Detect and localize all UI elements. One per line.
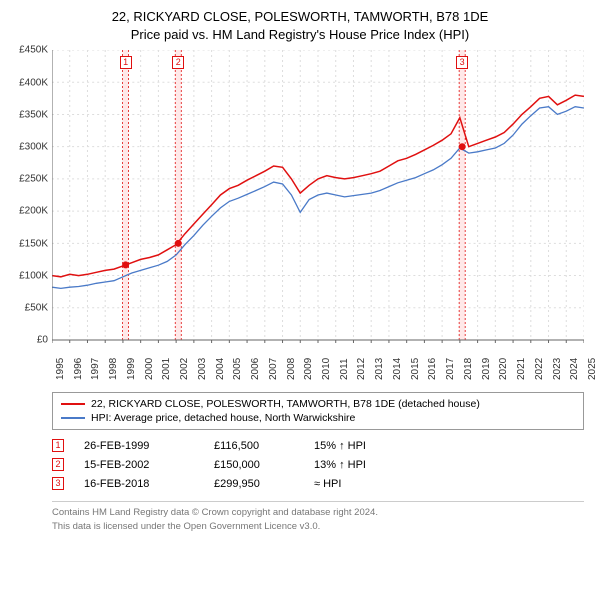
x-tick-label: 1997	[90, 358, 101, 380]
legend-label: 22, RICKYARD CLOSE, POLESWORTH, TAMWORTH…	[91, 398, 480, 410]
transaction-marker: 3	[456, 56, 468, 69]
x-tick-label: 2024	[569, 358, 580, 380]
title-line1: 22, RICKYARD CLOSE, POLESWORTH, TAMWORTH…	[8, 8, 592, 26]
x-tick-label: 2016	[427, 358, 438, 380]
legend: 22, RICKYARD CLOSE, POLESWORTH, TAMWORTH…	[52, 392, 584, 430]
x-tick-label: 2015	[410, 358, 421, 380]
x-tick-label: 2001	[161, 358, 172, 380]
y-tick-label: £50K	[25, 303, 48, 314]
y-tick-label: £200K	[19, 206, 48, 217]
y-tick-label: £300K	[19, 142, 48, 153]
x-tick-label: 1995	[55, 358, 66, 380]
x-tick-label: 2017	[445, 358, 456, 380]
transaction-marker-ref: 1	[52, 439, 64, 452]
x-tick-label: 2020	[498, 358, 509, 380]
legend-item: HPI: Average price, detached house, Nort…	[61, 411, 575, 425]
y-tick-label: £450K	[19, 45, 48, 56]
legend-swatch	[61, 417, 85, 419]
chart-area: £0£50K£100K£150K£200K£250K£300K£350K£400…	[52, 50, 584, 380]
y-axis-labels: £0£50K£100K£150K£200K£250K£300K£350K£400…	[8, 50, 50, 340]
y-tick-label: £100K	[19, 270, 48, 281]
footer-line1: Contains HM Land Registry data © Crown c…	[52, 506, 584, 519]
x-tick-label: 2025	[587, 358, 598, 380]
x-tick-label: 2011	[339, 359, 350, 381]
x-tick-label: 2014	[392, 358, 403, 380]
x-tick-label: 2023	[552, 358, 563, 380]
x-tick-label: 2018	[463, 358, 474, 380]
transaction-row: 2 15-FEB-2002 £150,000 13% ↑ HPI	[52, 455, 584, 474]
y-tick-label: £400K	[19, 77, 48, 88]
x-tick-label: 2019	[481, 358, 492, 380]
transaction-marker: 1	[120, 56, 132, 69]
title-line2: Price paid vs. HM Land Registry's House …	[8, 26, 592, 44]
transaction-row: 3 16-FEB-2018 £299,950 ≈ HPI	[52, 474, 584, 493]
x-tick-label: 2012	[356, 358, 367, 380]
footer: Contains HM Land Registry data © Crown c…	[52, 501, 584, 533]
chart-title: 22, RICKYARD CLOSE, POLESWORTH, TAMWORTH…	[8, 8, 592, 44]
x-tick-label: 2022	[534, 358, 545, 380]
x-tick-label: 2010	[321, 358, 332, 380]
x-tick-label: 2002	[179, 358, 190, 380]
x-axis-labels: 1995 1996 1997 1998 1999 2000 2001 2002 2003 2004…	[52, 346, 584, 386]
transaction-table: 1 26-FEB-1999 £116,500 15% ↑ HPI 2 15-FEB-200…	[52, 436, 584, 493]
transaction-marker-ref: 2	[52, 458, 64, 471]
x-tick-label: 2003	[197, 358, 208, 380]
x-tick-label: 2013	[374, 358, 385, 380]
transaction-marker-ref: 3	[52, 477, 64, 490]
x-tick-label: 2006	[250, 358, 261, 380]
transaction-date: 15-FEB-2002	[84, 459, 194, 471]
transaction-delta: ≈ HPI	[314, 478, 414, 490]
legend-item: 22, RICKYARD CLOSE, POLESWORTH, TAMWORTH…	[61, 397, 575, 411]
transaction-date: 16-FEB-2018	[84, 478, 194, 490]
x-tick-label: 2000	[144, 358, 155, 380]
footer-line2: This data is licensed under the Open Gov…	[52, 520, 584, 533]
legend-label: HPI: Average price, detached house, Nort…	[91, 412, 355, 424]
x-tick-label: 1999	[126, 358, 137, 380]
y-tick-label: £250K	[19, 174, 48, 185]
x-tick-label: 2004	[215, 358, 226, 380]
transaction-delta: 15% ↑ HPI	[314, 440, 414, 452]
x-tick-label: 2005	[232, 358, 243, 380]
chart-svg	[52, 50, 584, 380]
transaction-price: £299,950	[214, 478, 294, 490]
y-tick-label: £0	[37, 335, 48, 346]
x-tick-label: 2009	[303, 358, 314, 380]
x-tick-label: 2021	[516, 358, 527, 380]
x-tick-label: 1998	[108, 358, 119, 380]
transaction-marker: 2	[172, 56, 184, 69]
transaction-delta: 13% ↑ HPI	[314, 459, 414, 471]
x-tick-label: 1996	[73, 358, 84, 380]
transaction-row: 1 26-FEB-1999 £116,500 15% ↑ HPI	[52, 436, 584, 455]
transaction-price: £150,000	[214, 459, 294, 471]
x-tick-label: 2008	[286, 358, 297, 380]
x-tick-label: 2007	[268, 358, 279, 380]
legend-swatch	[61, 403, 85, 405]
y-tick-label: £150K	[19, 238, 48, 249]
y-tick-label: £350K	[19, 109, 48, 120]
transaction-price: £116,500	[214, 440, 294, 452]
transaction-date: 26-FEB-1999	[84, 440, 194, 452]
